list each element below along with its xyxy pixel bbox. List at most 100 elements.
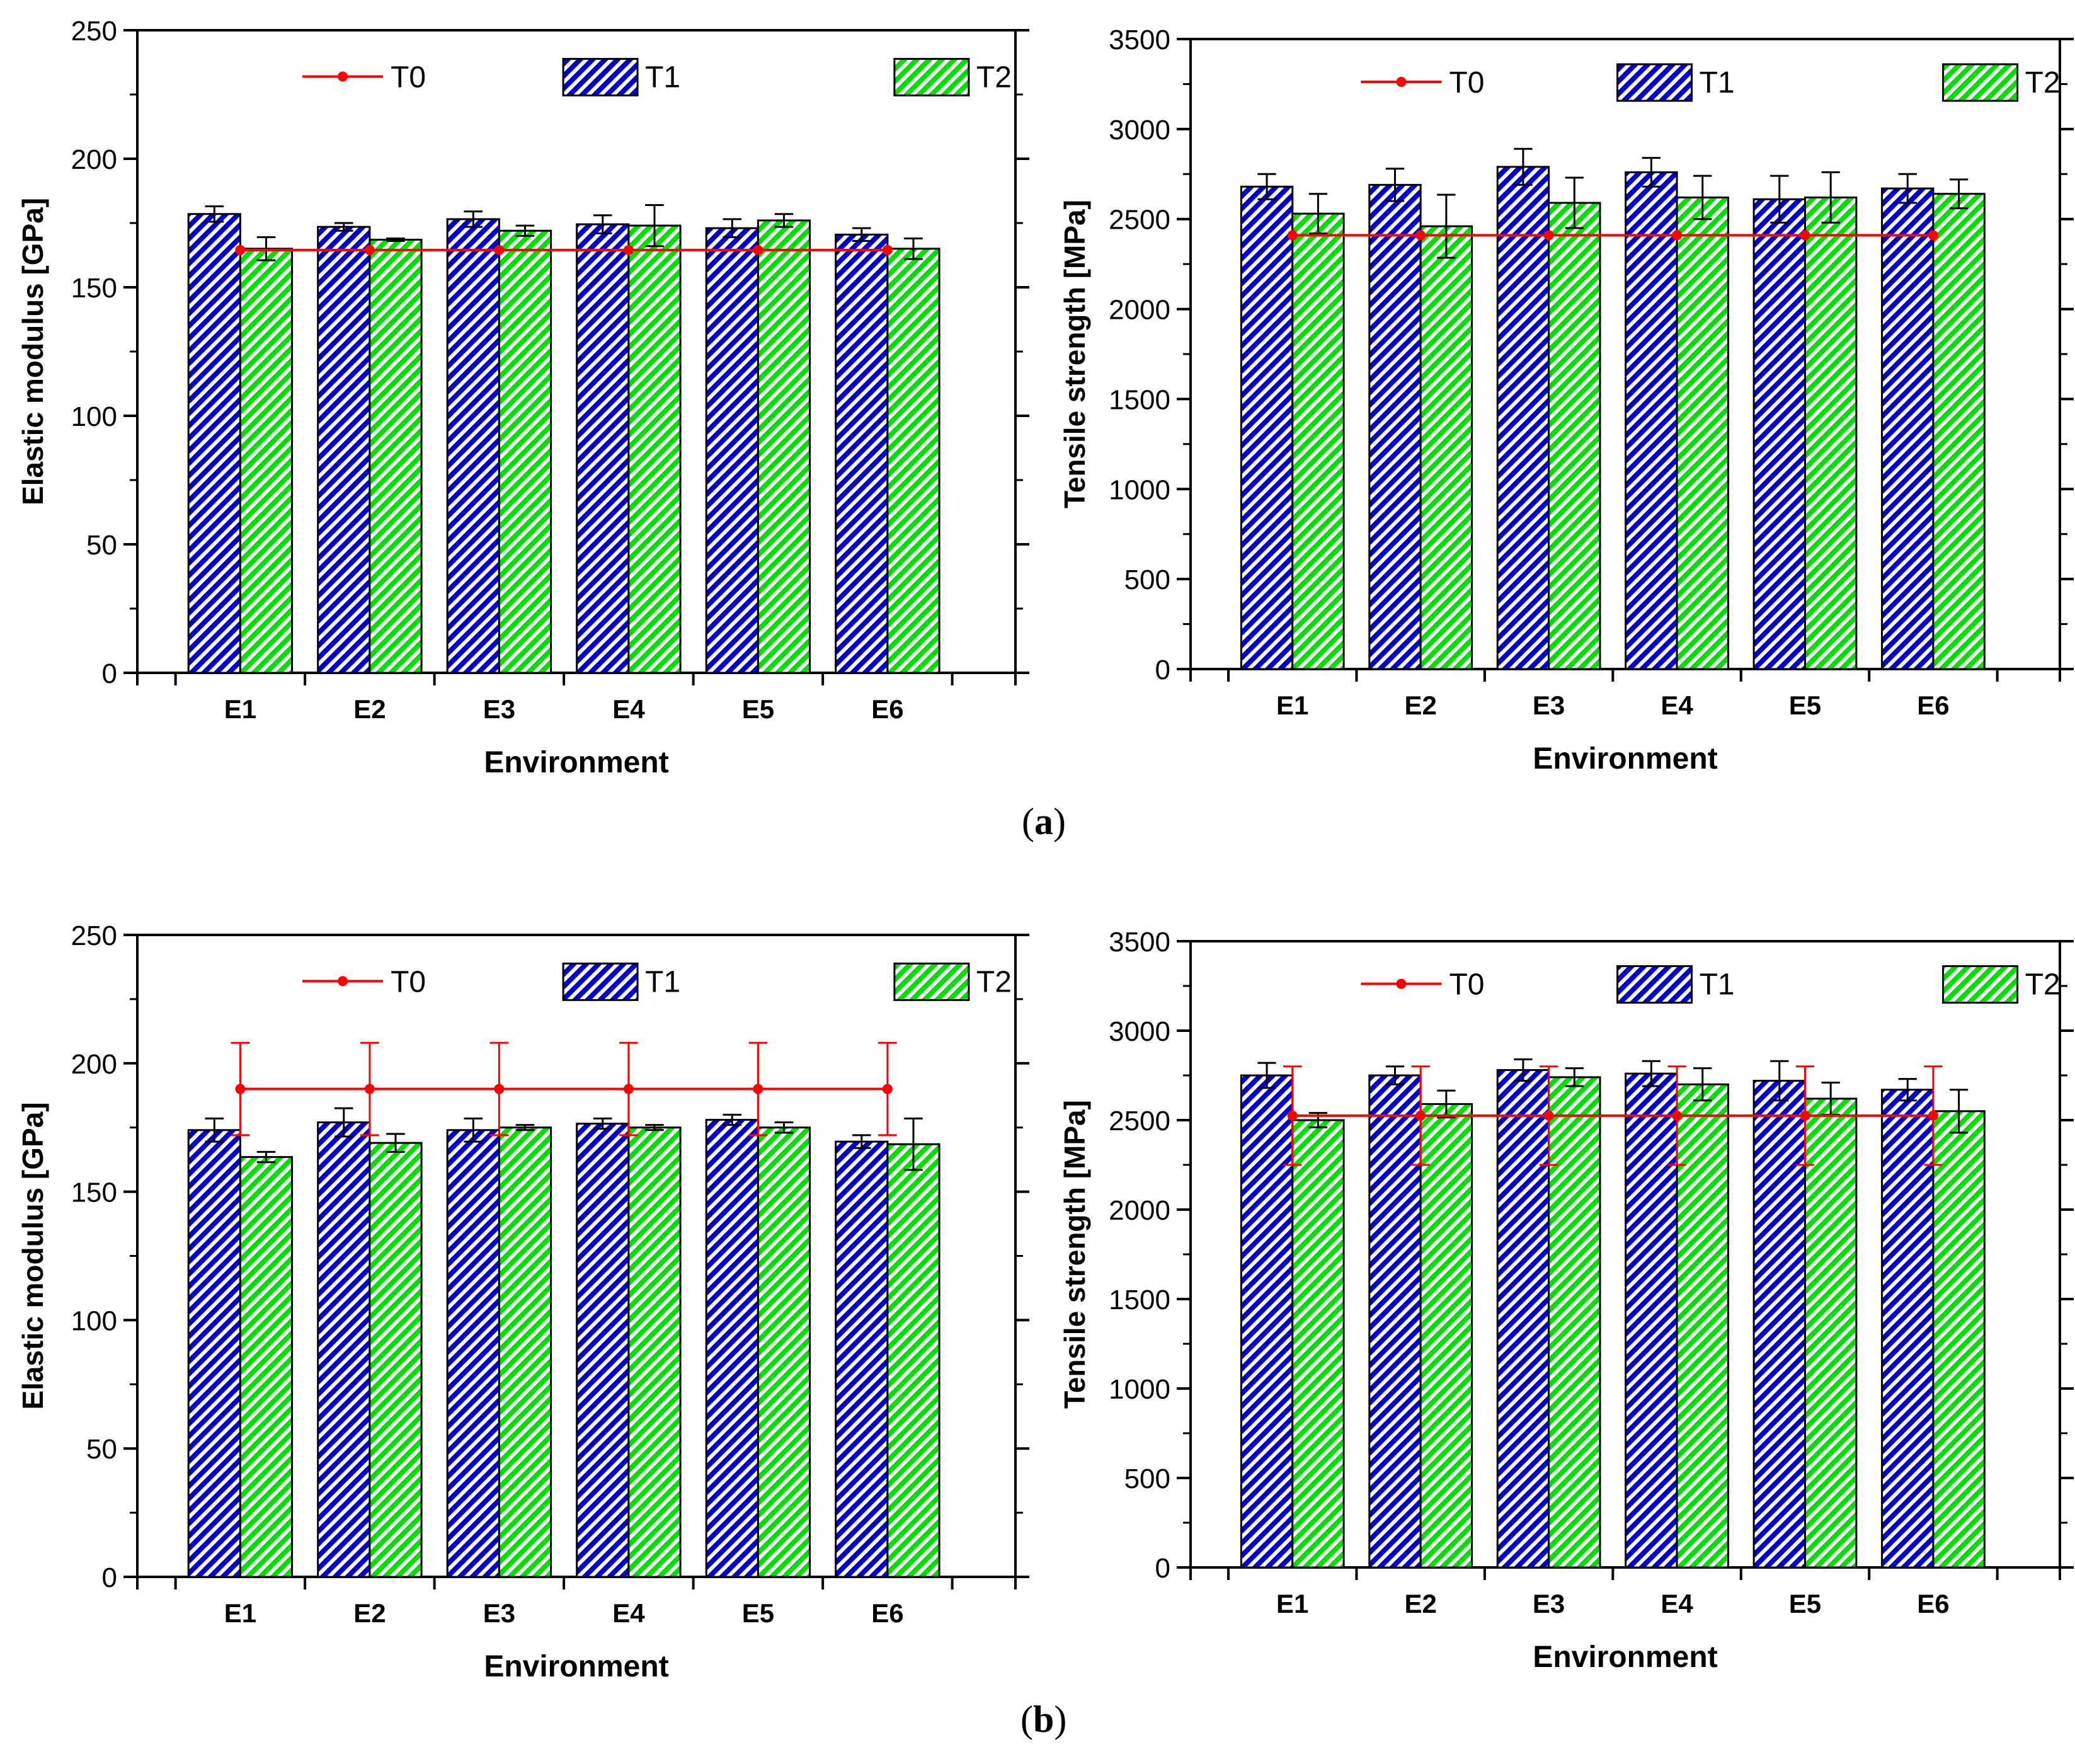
bar-t1-e6 bbox=[1881, 1089, 1935, 1569]
x-tick-label: E1 bbox=[1276, 690, 1308, 720]
x-tick-label: E1 bbox=[224, 694, 256, 724]
bar-t1-e5 bbox=[705, 1118, 759, 1578]
point-t0 bbox=[623, 1084, 634, 1094]
point-t0 bbox=[1800, 1110, 1810, 1121]
y-tick-label: 150 bbox=[71, 1177, 117, 1208]
bar-t2-e2 bbox=[369, 239, 423, 674]
point-t0 bbox=[235, 244, 246, 255]
legend-label-t0: T0 bbox=[1449, 968, 1484, 1002]
y-tick-label: 0 bbox=[1155, 1553, 1170, 1584]
x-tick-label: E1 bbox=[1276, 1589, 1308, 1618]
point-t0 bbox=[494, 1084, 505, 1094]
point-t0 bbox=[364, 244, 375, 255]
x-tick-label: E3 bbox=[483, 694, 515, 724]
bar-t1-e5 bbox=[1752, 198, 1806, 670]
y-axis-title: Tensile strength [MPa] bbox=[1058, 1100, 1091, 1409]
bar-t1-e1 bbox=[187, 213, 241, 674]
y-tick-label: 3000 bbox=[1109, 115, 1170, 146]
y-axis-title: Elastic modulus [GPa] bbox=[16, 1102, 49, 1409]
bar-t1-e6 bbox=[835, 233, 889, 674]
legend-swatch-t1 bbox=[1616, 965, 1693, 1004]
x-axis-title: Environment bbox=[1533, 1641, 1717, 1674]
y-tick-label: 1500 bbox=[1109, 384, 1170, 415]
bar-t2-e2 bbox=[1419, 225, 1473, 670]
x-tick-label: E6 bbox=[1917, 1589, 1949, 1618]
x-tick-label: E3 bbox=[1533, 1589, 1565, 1618]
bar-t1-e5 bbox=[1752, 1080, 1806, 1569]
bar-t2-e2 bbox=[1419, 1102, 1473, 1569]
bar-t2-e5 bbox=[1803, 1097, 1858, 1569]
x-tick-label: E4 bbox=[612, 694, 645, 724]
bar-t2-e3 bbox=[498, 1126, 552, 1578]
chart-a-elastic-modulus: 0 50 100 150 200 250 E1 E2 E3 E4 E5 E6 Environment El… bbox=[16, 16, 1029, 779]
point-t0 bbox=[1928, 230, 1938, 241]
legend-swatch-t2 bbox=[1942, 63, 2019, 102]
y-tick-label: 1500 bbox=[1109, 1285, 1170, 1315]
chart-b-tensile-strength: 0 500 1000 1500 2000 2500 3000 3500 E1 E2 E3 E4 E5 E6… bbox=[1058, 927, 2074, 1674]
legend-label-t2: T2 bbox=[976, 965, 1012, 999]
point-t0 bbox=[494, 244, 505, 255]
x-tick-label: E3 bbox=[1533, 690, 1565, 720]
point-t0 bbox=[1672, 230, 1683, 241]
point-t0 bbox=[623, 244, 634, 255]
legend-label-t0: T0 bbox=[391, 965, 426, 999]
x-tick-label: E2 bbox=[353, 694, 386, 724]
y-tick-label: 250 bbox=[71, 920, 117, 951]
bar-t2-e3 bbox=[498, 229, 552, 674]
bar-t1-e2 bbox=[1368, 1074, 1422, 1569]
panel-label-b: (b) bbox=[1020, 1698, 1067, 1740]
legend-marker-t0 bbox=[338, 976, 348, 987]
bar-t2-e4 bbox=[1676, 1083, 1729, 1569]
bar-t2-e3 bbox=[1548, 1076, 1601, 1569]
bar-t1-e4 bbox=[1625, 171, 1678, 670]
x-axis-title: Environment bbox=[484, 1650, 668, 1683]
bar-t2-e6 bbox=[886, 1143, 940, 1578]
bar-t2-e6 bbox=[1932, 1110, 1986, 1569]
legend-swatch-t2 bbox=[893, 57, 970, 96]
legend-swatch-t1 bbox=[562, 57, 639, 96]
bar-t1-e6 bbox=[1881, 187, 1935, 670]
x-tick-label: E4 bbox=[1661, 690, 1693, 720]
legend-swatch-t2 bbox=[1942, 965, 2019, 1004]
bar-t1-e4 bbox=[1625, 1072, 1678, 1569]
y-tick-label: 1000 bbox=[1109, 1374, 1170, 1405]
y-tick-label: 500 bbox=[1124, 1463, 1170, 1494]
legend-label-t1: T1 bbox=[645, 60, 680, 94]
x-tick-label: E4 bbox=[612, 1598, 645, 1628]
point-t0 bbox=[1415, 1110, 1426, 1121]
x-tick-label: E1 bbox=[224, 1598, 256, 1628]
x-tick-label: E5 bbox=[1789, 1589, 1821, 1618]
chart-b-elastic-modulus: 0 50 100 150 200 250 E1 E2 E3 E4 E5 E6 Environment El… bbox=[16, 920, 1029, 1683]
y-tick-label: 1000 bbox=[1109, 474, 1170, 505]
legend-marker-t0 bbox=[1396, 77, 1407, 87]
y-tick-label: 0 bbox=[1155, 655, 1170, 685]
bar-t2-e1 bbox=[239, 248, 294, 674]
bar-t2-e4 bbox=[1676, 196, 1729, 670]
y-tick-label: 3000 bbox=[1109, 1016, 1170, 1047]
bar-t1-e2 bbox=[317, 1121, 371, 1578]
legend-label-t2: T2 bbox=[976, 60, 1012, 94]
bar-t1-e1 bbox=[1240, 1074, 1294, 1569]
y-tick-label: 200 bbox=[71, 144, 117, 175]
bar-t2-e6 bbox=[886, 248, 940, 674]
point-t0 bbox=[1287, 230, 1298, 241]
point-t0 bbox=[882, 244, 893, 255]
bar-t1-e4 bbox=[576, 1123, 630, 1578]
bar-t1-e2 bbox=[317, 226, 371, 674]
legend-label-t0: T0 bbox=[391, 60, 426, 94]
y-axis-title: Tensile strength [MPa] bbox=[1058, 200, 1091, 508]
y-tick-label: 100 bbox=[71, 401, 117, 432]
y-tick-label: 500 bbox=[1124, 564, 1170, 595]
legend-label-t2: T2 bbox=[2025, 968, 2061, 1002]
bar-t1-e5 bbox=[705, 227, 759, 674]
point-t0 bbox=[882, 1084, 893, 1094]
x-tick-label: E6 bbox=[871, 1598, 903, 1628]
legend-swatch-t1 bbox=[1616, 63, 1693, 102]
legend-swatch-t1 bbox=[562, 962, 639, 1001]
y-tick-label: 3500 bbox=[1109, 25, 1170, 55]
x-tick-label: E2 bbox=[353, 1598, 386, 1628]
x-axis-title: Environment bbox=[1533, 742, 1717, 776]
bar-t1-e3 bbox=[1496, 1068, 1550, 1569]
x-tick-label: E2 bbox=[1404, 1589, 1436, 1618]
